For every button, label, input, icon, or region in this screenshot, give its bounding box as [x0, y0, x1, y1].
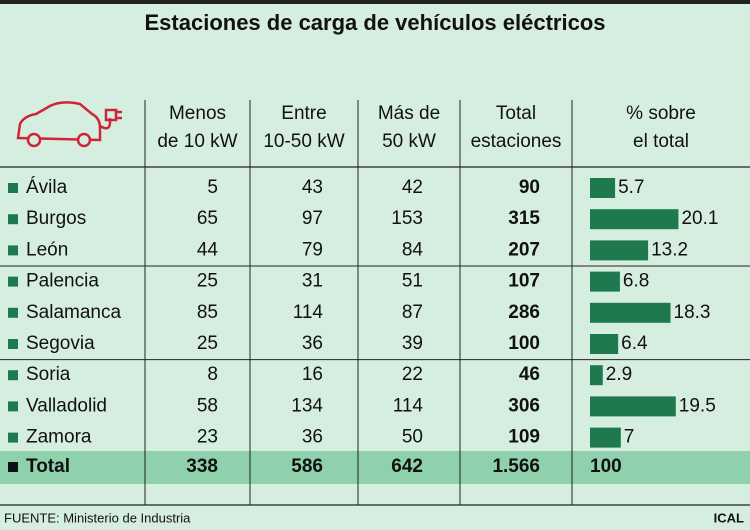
percent-bar: [590, 427, 621, 448]
row-bullet: [8, 401, 18, 412]
row-bullet: [8, 276, 18, 287]
cell-total: 46: [519, 364, 540, 385]
total-percent: 100: [590, 456, 622, 477]
percent-label: 7: [624, 427, 635, 448]
percent-bar: [590, 302, 671, 323]
row-bullet: [8, 339, 18, 349]
row-name: Ávila: [26, 177, 68, 198]
title: Estaciones de carga de vehículos eléctri…: [145, 10, 606, 35]
ev-icon: [16, 101, 122, 148]
row-bullet: [8, 307, 18, 318]
row-bullet: [8, 462, 18, 472]
cell-total: 306: [508, 395, 540, 416]
row-name: Palencia: [26, 271, 99, 292]
cell-value: 31: [302, 271, 323, 292]
percent-label: 6.4: [621, 333, 648, 354]
total-value: 642: [391, 456, 423, 477]
column-header: 10-50 kW: [263, 131, 344, 152]
cell-value: 79: [302, 239, 323, 260]
credit: ICAL: [714, 510, 744, 525]
cell-value: 65: [197, 208, 218, 229]
cell-value: 22: [402, 364, 423, 385]
cell-value: 84: [402, 239, 424, 260]
row-name: Salamanca: [26, 302, 121, 323]
cell-value: 39: [402, 333, 423, 354]
cell-value: 5: [207, 177, 218, 198]
cell-value: 42: [402, 177, 423, 198]
percent-label: 6.8: [623, 271, 649, 292]
row-name: Segovia: [26, 333, 95, 354]
source: FUENTE: Ministerio de Industria: [4, 510, 191, 525]
row-bullet: [8, 245, 18, 256]
total-value: 586: [291, 456, 323, 477]
row-name: Soria: [26, 364, 71, 385]
column-header: el total: [633, 131, 689, 152]
percent-label: 5.7: [618, 177, 644, 198]
row-name: Valladolid: [26, 395, 107, 416]
cell-value: 44: [197, 239, 219, 260]
cell-value: 134: [291, 395, 323, 416]
row-name: Burgos: [26, 208, 86, 229]
cell-value: 114: [393, 395, 424, 416]
cell-value: 25: [197, 271, 218, 292]
cell-total: 100: [508, 333, 540, 354]
column-header: Menos: [169, 103, 226, 124]
cell-value: 87: [402, 302, 423, 323]
percent-bar: [590, 334, 619, 354]
top-rule: [0, 0, 750, 4]
cell-total: 109: [508, 427, 540, 448]
cell-value: 114: [293, 302, 324, 323]
percent-bar: [590, 240, 649, 261]
cell-value: 16: [302, 364, 323, 385]
cell-value: 43: [302, 177, 323, 198]
cell-value: 153: [391, 208, 423, 229]
cell-value: 50: [402, 427, 423, 448]
cell-value: 25: [197, 333, 218, 354]
column-header: 50 kW: [382, 131, 436, 152]
cell-value: 8: [207, 364, 218, 385]
cell-total: 286: [508, 302, 540, 323]
cell-value: 97: [302, 208, 323, 229]
column-header: Entre: [281, 103, 326, 124]
column-header: Total: [496, 103, 536, 124]
column-header: Más de: [378, 103, 440, 124]
percent-bar: [590, 209, 679, 230]
total-band: [0, 451, 750, 484]
cell-value: 36: [302, 333, 323, 354]
row-name: León: [26, 239, 68, 260]
row-name: Zamora: [26, 427, 92, 448]
row-bullet: [8, 214, 18, 225]
row-bullet: [8, 183, 18, 193]
percent-bar: [590, 271, 620, 292]
total-sum: 1.566: [492, 456, 540, 477]
percent-label: 18.3: [674, 302, 711, 323]
cell-value: 85: [197, 302, 218, 323]
percent-label: 19.5: [679, 395, 716, 416]
column-header: de 10 kW: [157, 131, 237, 152]
percent-label: 13.2: [651, 239, 688, 260]
percent-bar: [590, 365, 603, 386]
percent-label: 20.1: [681, 208, 718, 229]
column-header: % sobre: [626, 103, 696, 124]
total-name: Total: [26, 456, 70, 477]
percent-bar: [590, 396, 676, 417]
row-bullet: [8, 432, 18, 443]
cell-value: 58: [197, 395, 218, 416]
cell-value: 51: [402, 271, 423, 292]
cell-total: 107: [508, 271, 540, 292]
cell-value: 36: [302, 427, 323, 448]
total-value: 338: [186, 456, 218, 477]
row-bullet: [8, 370, 18, 381]
percent-label: 2.9: [606, 364, 632, 385]
percent-bar: [590, 178, 616, 198]
cell-value: 23: [197, 427, 218, 448]
cell-total: 207: [508, 239, 540, 260]
cell-total: 90: [519, 177, 540, 198]
column-header: estaciones: [471, 131, 562, 152]
cell-total: 315: [508, 208, 540, 229]
